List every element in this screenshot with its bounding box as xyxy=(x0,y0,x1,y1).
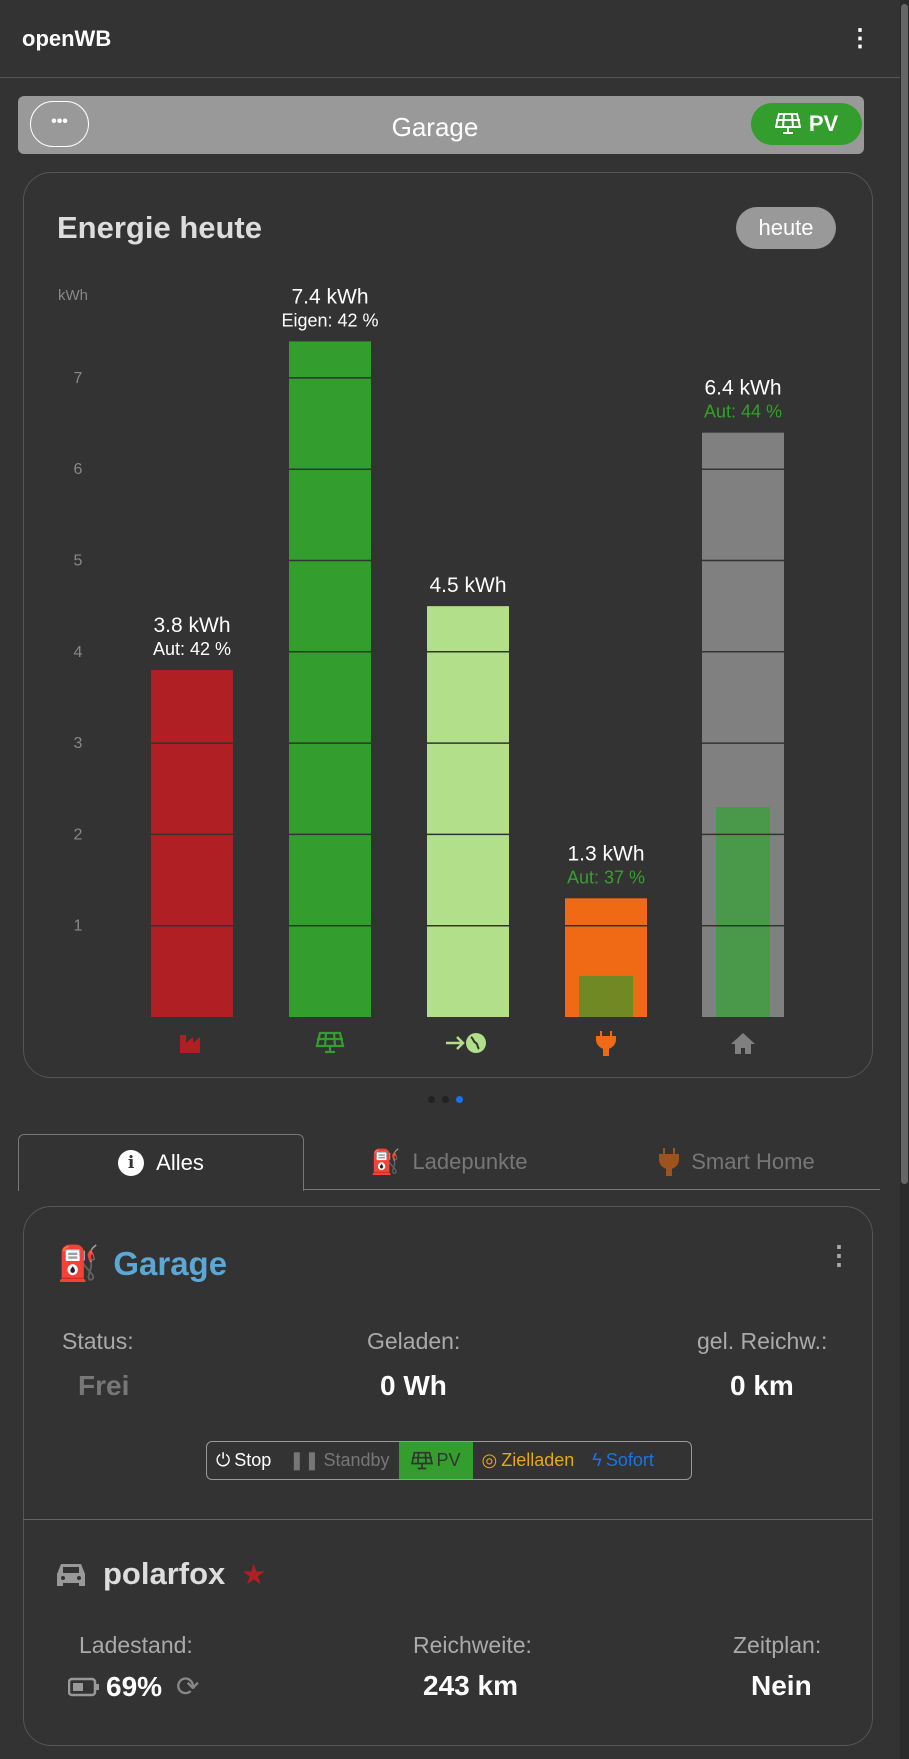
y-axis-unit: kWh xyxy=(58,287,88,304)
battery-icon xyxy=(68,1677,99,1696)
power-icon: ⏻ xyxy=(216,1450,231,1470)
range-value: 0 km xyxy=(730,1370,794,1401)
pause-icon: ❚❚ xyxy=(289,1450,320,1470)
y-tick-label: 5 xyxy=(74,553,83,570)
tab-label: Ladepunkte xyxy=(412,1149,528,1174)
app-title: openWB xyxy=(22,26,112,51)
mode-label: Stop xyxy=(234,1450,272,1470)
vehicle-range-label: Reichweite: xyxy=(413,1632,532,1658)
bar-einspeisung xyxy=(427,606,509,1017)
tab-ladepunkte[interactable]: ⛽ Ladepunkte xyxy=(306,1134,592,1190)
tab-bar: i Alles ⛽ Ladepunkte Smart Home xyxy=(18,1134,880,1191)
bar-value-label: 7.4 kWh xyxy=(291,285,368,308)
info-icon: i xyxy=(118,1150,145,1176)
plug-icon xyxy=(659,1148,680,1176)
y-tick-label: 1 xyxy=(74,918,83,935)
tab-label: Smart Home xyxy=(691,1149,815,1174)
solar-panel-icon xyxy=(410,1451,433,1469)
chargepoint-card xyxy=(23,1206,873,1746)
carousel-indicators[interactable] xyxy=(428,1096,463,1103)
mode-stop-button[interactable]: ⏻ Stop xyxy=(207,1442,280,1479)
status-label: Status: xyxy=(62,1328,134,1354)
refresh-icon[interactable]: ⟳ xyxy=(176,1671,200,1702)
y-tick-label: 2 xyxy=(74,826,83,843)
mode-label: PV xyxy=(436,1450,461,1470)
y-tick-label: 4 xyxy=(74,644,83,661)
divider xyxy=(23,1519,873,1520)
solar-panel-icon xyxy=(315,1031,345,1054)
soc-row: 69% ⟳ xyxy=(68,1670,200,1703)
carousel-dot[interactable] xyxy=(428,1096,435,1103)
chargepoint-header: ⛽ Garage xyxy=(57,1244,227,1284)
app-header xyxy=(0,0,900,78)
house-icon xyxy=(731,1033,755,1054)
vehicle-range-value: 243 km xyxy=(423,1670,518,1701)
soc-value: 69% xyxy=(106,1670,163,1702)
y-tick-label: 6 xyxy=(74,461,83,478)
tab-smart-home[interactable]: Smart Home xyxy=(594,1134,880,1190)
scrollbar[interactable] xyxy=(900,0,909,1759)
vehicle-name[interactable]: polarfox xyxy=(103,1556,226,1591)
period-button[interactable]: heute xyxy=(736,207,836,249)
charged-value: 0 Wh xyxy=(380,1370,447,1401)
bar-value-label: 4.5 kWh xyxy=(429,574,506,597)
chargepoint-menu-icon[interactable]: ⋮ xyxy=(826,1240,852,1270)
bar-value-label: 6.4 kWh xyxy=(704,377,781,400)
plug-icon xyxy=(596,1031,616,1056)
target-icon: ◎ xyxy=(481,1450,498,1470)
bar-value-label: 1.3 kWh xyxy=(567,842,644,865)
vehicle-header: polarfox ★ xyxy=(55,1556,266,1592)
favorite-star-icon: ★ xyxy=(241,1558,267,1590)
export-globe-icon xyxy=(446,1033,486,1053)
bar-inner-haus xyxy=(716,807,770,1017)
solar-panel-icon xyxy=(774,113,801,134)
bar-sublabel: Aut: 42 % xyxy=(153,639,231,659)
energy-title: Energie heute xyxy=(57,210,262,245)
tab-alles[interactable]: i Alles xyxy=(18,1134,304,1191)
soc-label: Ladestand: xyxy=(79,1632,193,1658)
factory-icon xyxy=(180,1035,200,1053)
chargepoint-more-button[interactable]: ••• xyxy=(30,101,89,147)
bar-sublabel: Eigen: 42 % xyxy=(281,310,378,330)
bar-netzbezug xyxy=(151,670,233,1017)
mode-label: Sofort xyxy=(605,1450,654,1470)
mode-zielladen-button[interactable]: ◎ Zielladen xyxy=(473,1442,584,1479)
schedule-label: Zeitplan: xyxy=(733,1632,822,1658)
bar-sublabel: Aut: 44 % xyxy=(704,402,782,422)
schedule-value: Nein xyxy=(751,1670,812,1701)
carousel-dot[interactable] xyxy=(442,1096,449,1103)
bar-value-label: 3.8 kWh xyxy=(153,614,230,637)
tab-label: Alles xyxy=(156,1150,204,1175)
carousel-dot-active[interactable] xyxy=(456,1096,463,1103)
more-menu-icon[interactable]: ⋮ xyxy=(848,25,872,52)
pv-mode-button[interactable]: PV xyxy=(751,103,862,145)
energy-card xyxy=(23,172,873,1078)
y-tick-label: 7 xyxy=(74,370,83,387)
charging-station-icon: ⛽ xyxy=(57,1245,100,1283)
mode-label: Standby xyxy=(323,1450,390,1470)
charged-label: Geladen: xyxy=(367,1328,461,1354)
chargepoint-name[interactable]: Garage xyxy=(113,1245,228,1282)
pv-mode-label: PV xyxy=(808,111,839,136)
bar-inner-laden xyxy=(579,975,633,1017)
bolt-icon: ϟ xyxy=(592,1450,602,1470)
range-label: gel. Reichw.: xyxy=(697,1328,828,1354)
mode-pv-button[interactable]: PV xyxy=(398,1442,473,1479)
mode-standby-button[interactable]: ❚❚ Standby xyxy=(280,1442,398,1479)
chargepoint-bar xyxy=(18,96,864,154)
bar-pv xyxy=(289,341,371,1017)
y-tick-label: 3 xyxy=(74,735,83,752)
charging-station-icon: ⛽ xyxy=(370,1148,401,1176)
mode-sofort-button[interactable]: ϟ Sofort xyxy=(583,1442,663,1479)
car-icon xyxy=(57,1564,85,1586)
mode-label: Zielladen xyxy=(501,1450,575,1470)
status-value: Frei xyxy=(78,1370,130,1401)
chargepoint-bar-title: Garage xyxy=(391,112,479,142)
bar-sublabel: Aut: 37 % xyxy=(567,867,645,887)
charge-mode-selector: ⏻ Stop ❚❚ Standby PV ◎ Zielladen ϟ Sofort xyxy=(206,1441,692,1480)
